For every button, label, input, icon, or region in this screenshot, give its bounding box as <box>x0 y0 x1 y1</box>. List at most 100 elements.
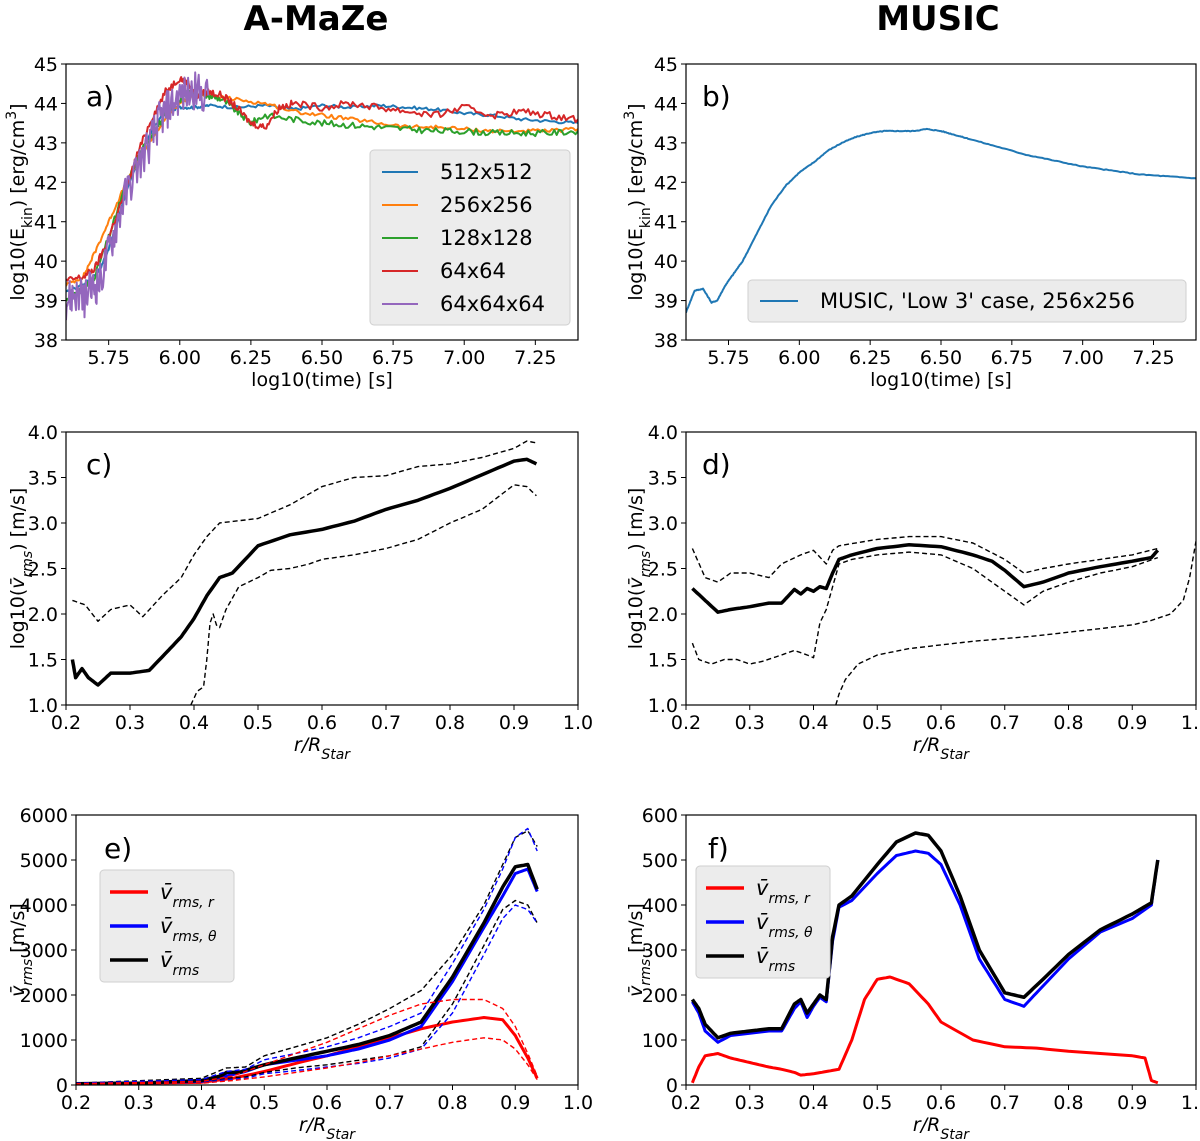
x-axis-label-d: r/RStar <box>913 734 970 763</box>
y-axis-label-b: log10(Ekin) [erg/cm3] <box>622 103 654 300</box>
legend-label-f-2: v̄rms <box>756 944 795 975</box>
plot-frame-d <box>685 431 1197 706</box>
series-line-a-4 <box>66 71 210 321</box>
y-tick-label-c-2: 2.0 <box>28 604 58 626</box>
x-tick-label-f-3: 0.5 <box>862 1092 892 1114</box>
legend-label-a-0: 512x512 <box>440 160 533 184</box>
x-tick-label-c-3: 0.5 <box>243 712 273 734</box>
legend-label-f-0: v̄rms, r <box>756 876 811 907</box>
y-tick-label-f-1: 100 <box>642 1030 678 1052</box>
x-tick-label-d-3: 0.5 <box>862 712 892 734</box>
series-line-c-1 <box>72 440 537 622</box>
x-tick-label-a-6: 7.25 <box>514 347 556 369</box>
x-tick-label-f-6: 0.8 <box>1053 1092 1083 1114</box>
panel-label-f: f) <box>708 832 729 865</box>
panel-b: 5.75 6.00 6.25 6.50 6.75 7.00 7.25 38 39 40 41 42 43… <box>622 54 1197 391</box>
panel-label-d: d) <box>702 448 731 481</box>
y-tick-label-b-3: 41 <box>654 212 678 234</box>
legend-box-f <box>695 865 831 979</box>
legend-label-a-3: 64x64 <box>440 259 506 283</box>
x-tick-label-f-8: 1.0 <box>1181 1092 1200 1114</box>
y-tick-label-d-3: 2.5 <box>648 559 678 581</box>
panel-f: 0.2 0.3 0.4 0.5 0.6 0.7 0.8 0.9 1.0 0 100 200 300 400… <box>625 805 1200 1141</box>
x-tick-label-e-6: 0.8 <box>437 1092 467 1114</box>
series-line-e-4 <box>76 899 538 1085</box>
x-tick-label-d-0: 0.2 <box>671 712 701 734</box>
panel-label-a: a) <box>86 80 114 113</box>
y-tick-label-d-1: 1.5 <box>648 650 678 672</box>
column-title-right: MUSIC <box>876 0 1000 39</box>
series-line-d-2 <box>691 551 1159 665</box>
series-line-f-0 <box>690 975 1159 1085</box>
y-tick-label-b-0: 38 <box>654 330 678 352</box>
x-tick-label-b-0: 5.75 <box>707 347 749 369</box>
x-tick-label-b-4: 6.75 <box>991 347 1033 369</box>
y-tick-label-a-1: 39 <box>34 291 58 313</box>
x-tick-label-a-3: 6.50 <box>301 347 343 369</box>
x-tick-label-f-5: 0.7 <box>990 1092 1020 1114</box>
x-tick-label-a-0: 5.75 <box>88 347 130 369</box>
x-tick-label-d-2: 0.4 <box>798 712 828 734</box>
legend-label-a-1: 256x256 <box>440 193 533 217</box>
series-group-b <box>686 127 1196 313</box>
series-group-a <box>66 71 578 321</box>
x-tick-label-e-0: 0.2 <box>61 1092 91 1114</box>
x-tick-label-e-2: 0.4 <box>186 1092 216 1114</box>
y-tick-label-c-5: 3.5 <box>28 468 58 490</box>
y-tick-label-c-3: 2.5 <box>28 559 58 581</box>
x-tick-label-f-0: 0.2 <box>671 1092 701 1114</box>
y-axis-label-a: log10(Ekin) [erg/cm3] <box>4 103 36 300</box>
y-tick-label-d-5: 3.5 <box>648 468 678 490</box>
legend-label-a-2: 128x128 <box>440 226 533 250</box>
series-line-d-1 <box>691 535 1158 583</box>
series-line-c-2 <box>190 484 537 705</box>
x-axis-label-e: r/RStar <box>299 1114 356 1141</box>
legend-box-a <box>369 149 571 326</box>
y-tick-label-f-6: 600 <box>642 805 678 827</box>
x-axis-label-a: log10(time) [s] <box>251 369 393 391</box>
y-tick-label-a-2: 40 <box>34 251 58 273</box>
y-axis-label-f: v̄rms [m/s] <box>625 903 654 997</box>
series-line-d-0 <box>691 543 1160 614</box>
y-tick-label-d-2: 2.0 <box>648 604 678 626</box>
x-tick-label-c-8: 1.0 <box>563 712 593 734</box>
y-tick-label-e-0: 0 <box>56 1075 68 1097</box>
y-tick-label-c-6: 4.0 <box>28 422 58 444</box>
series-line-d-3 <box>835 541 1196 705</box>
y-tick-label-a-7: 45 <box>34 54 58 76</box>
plot-frame-c <box>65 431 579 706</box>
x-tick-label-a-2: 6.25 <box>230 347 272 369</box>
y-tick-label-b-4: 42 <box>654 172 678 194</box>
series-line-e-8 <box>76 1037 538 1085</box>
x-axis-label-f: r/RStar <box>913 1114 970 1141</box>
legend-box-b <box>747 279 1187 323</box>
panel-label-e: e) <box>104 832 132 865</box>
x-tick-label-b-5: 7.00 <box>1062 347 1104 369</box>
y-tick-label-e-2: 2000 <box>20 985 68 1007</box>
x-tick-label-a-5: 7.00 <box>443 347 485 369</box>
y-tick-label-b-1: 39 <box>654 291 678 313</box>
y-tick-label-b-7: 45 <box>654 54 678 76</box>
panel-label-c: c) <box>86 448 112 481</box>
x-tick-label-c-2: 0.4 <box>179 712 209 734</box>
x-tick-label-f-2: 0.4 <box>798 1092 828 1114</box>
x-tick-label-d-4: 0.6 <box>926 712 956 734</box>
y-tick-label-a-3: 41 <box>34 212 58 234</box>
x-tick-label-d-8: 1.0 <box>1181 712 1200 734</box>
y-tick-label-d-4: 3.0 <box>648 513 678 535</box>
y-axis-label-e: v̄rms [m/s] <box>7 903 36 997</box>
y-tick-label-b-5: 43 <box>654 133 678 155</box>
y-tick-label-b-6: 44 <box>654 93 678 115</box>
series-line-f-2 <box>690 831 1160 1040</box>
legend-label-e-2: v̄rms <box>160 948 199 979</box>
x-tick-label-b-3: 6.50 <box>920 347 962 369</box>
column-title-left: A-MaZe <box>244 0 389 39</box>
y-axis-label-c: log10(v̄rms) [m/s] <box>7 488 36 650</box>
y-tick-label-c-1: 1.5 <box>28 650 58 672</box>
x-tick-label-e-4: 0.6 <box>312 1092 342 1114</box>
x-tick-label-f-1: 0.3 <box>735 1092 765 1114</box>
x-tick-label-e-1: 0.3 <box>124 1092 154 1114</box>
series-line-e-2 <box>76 862 539 1085</box>
x-tick-label-b-2: 6.25 <box>849 347 891 369</box>
